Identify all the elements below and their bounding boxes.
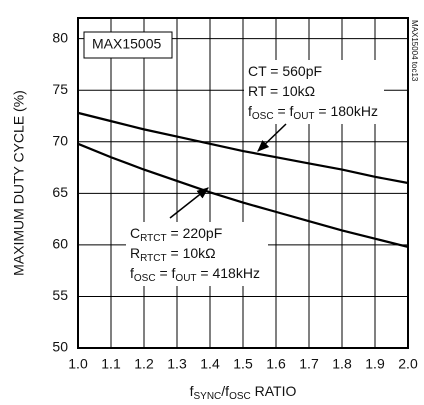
subscript: OUT (293, 111, 314, 122)
text-part: f (130, 265, 134, 281)
data-line (77, 142, 409, 249)
annotation: RRTCT = 10kΩ (130, 245, 216, 264)
annotation: CT = 560pF (248, 63, 322, 79)
text-part: f (190, 383, 194, 399)
text-part: = 180kHz (315, 103, 378, 119)
annotation-bg (244, 60, 384, 124)
data-line (77, 111, 409, 185)
label-box (83, 31, 173, 59)
subscript: OSC (134, 273, 156, 284)
x-tick-label: 1.5 (233, 356, 253, 372)
y-tick-label: 65 (52, 184, 68, 200)
y-tick-label: 55 (52, 287, 68, 303)
x-tick-label: 1.3 (167, 356, 187, 372)
x-tick-label: 1.7 (299, 356, 319, 372)
y-tick-label: 60 (52, 236, 68, 252)
x-tick-label: 1.6 (266, 356, 286, 372)
subscript: OSC (252, 111, 274, 122)
text-part: = f (274, 103, 294, 119)
y-tick-label: 70 (52, 132, 68, 148)
text-part: = 418kHz (197, 265, 260, 281)
label-box-text: MAX15005 (92, 36, 161, 52)
text-part: C (130, 225, 140, 241)
subscript: RTCT (140, 253, 166, 264)
x-tick-label: 1.0 (68, 356, 88, 372)
arrow (257, 123, 287, 152)
y-tick-label: 50 (52, 339, 68, 355)
text-part: /f (221, 383, 229, 399)
text-part: CT = 560pF (248, 63, 322, 79)
subscript: OSC (229, 391, 251, 402)
text-part: = f (156, 265, 176, 281)
text-part: R (130, 245, 140, 261)
subscript: OUT (175, 273, 196, 284)
annotation-bg (126, 222, 268, 286)
x-tick-label: 1.1 (101, 356, 121, 372)
text-part: = 220pF (167, 225, 223, 241)
annotation: RT = 10kΩ (248, 83, 315, 99)
y-tick-label: 80 (52, 29, 68, 45)
annotation: fOSC = fOUT = 418kHz (130, 265, 260, 284)
annotation: fOSC = fOUT = 180kHz (248, 103, 378, 122)
x-tick-label: 1.2 (134, 356, 154, 372)
x-axis-label: fSYNC/fOSC RATIO (190, 383, 297, 402)
x-tick-label: 1.8 (332, 356, 352, 372)
annotation: CRTCT = 220pF (130, 225, 222, 244)
x-tick-label: 2.0 (398, 356, 418, 372)
text-part: f (248, 103, 252, 119)
subscript: SYNC (194, 391, 222, 402)
y-tick-label: 75 (52, 81, 68, 97)
text-part: RT = 10kΩ (248, 83, 315, 99)
arrow (169, 187, 209, 219)
subscript: RTCT (140, 233, 166, 244)
text-part: RATIO (251, 383, 297, 399)
x-tick-label: 1.9 (365, 356, 385, 372)
x-tick-label: 1.4 (200, 356, 220, 372)
text-part: = 10kΩ (167, 245, 216, 261)
y-axis-label: MAXIMUM DUTY CYCLE (%) (11, 90, 27, 276)
side-note: MAX15004 toc13 (410, 20, 419, 82)
plot-frame (77, 17, 409, 349)
